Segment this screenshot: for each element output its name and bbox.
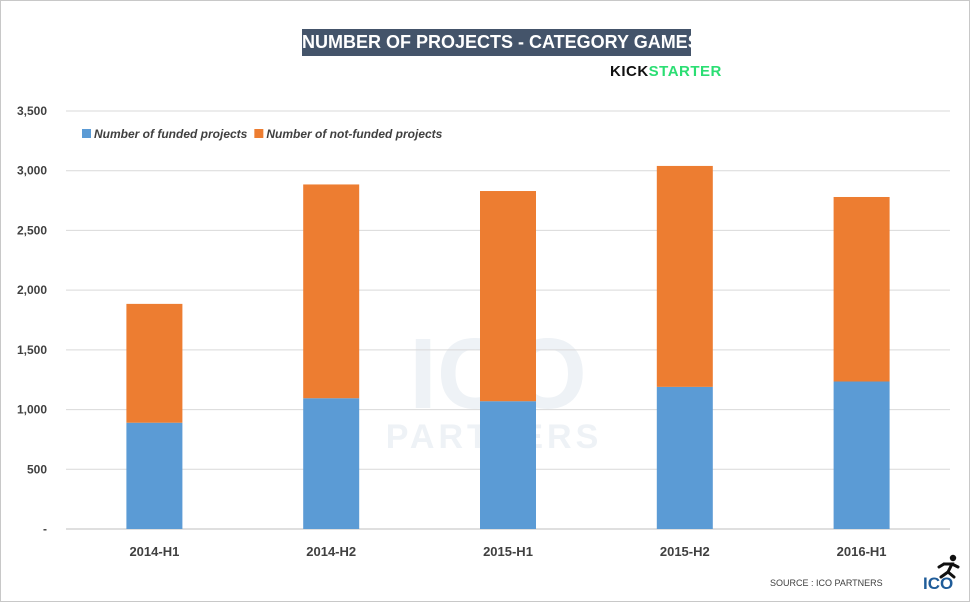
chart-title: NUMBER OF PROJECTS - CATEGORY GAMES xyxy=(302,29,700,56)
y-tick-label: 1,500 xyxy=(17,343,47,357)
y-axis: - 500 1,000 1,500 2,000 2,500 3,000 3,500 xyxy=(17,104,47,536)
y-tick-label: 1,000 xyxy=(17,403,47,417)
x-tick-label: 2015-H2 xyxy=(660,544,710,559)
bar-funded-2014-H2 xyxy=(303,398,360,529)
y-tick-label: 2,500 xyxy=(17,223,47,237)
legend: Number of funded projects Number of not-f… xyxy=(82,127,443,141)
bar-funded-2016-H1 xyxy=(833,381,890,529)
ico-logo-text: ICO xyxy=(923,574,954,593)
y-tick-label: 2,000 xyxy=(17,283,47,297)
bar-funded-2014-H1 xyxy=(126,422,183,529)
bar-not-funded-2015-H2 xyxy=(656,165,713,387)
bar-not-funded-2016-H1 xyxy=(833,196,890,382)
source-note: SOURCE : ICO PARTNERS xyxy=(770,578,883,588)
y-tick-label: 3,500 xyxy=(17,104,47,118)
y-tick-label: 500 xyxy=(27,462,47,476)
legend-label: Number of funded projects xyxy=(94,127,248,141)
kickstarter-logo: KICKSTARTER xyxy=(610,63,722,80)
ico-runner-icon xyxy=(937,554,960,579)
y-tick-label: - xyxy=(43,522,47,536)
x-axis: 2014-H1 2014-H2 2015-H1 2015-H2 2016-H1 xyxy=(129,544,886,559)
x-tick-label: 2014-H1 xyxy=(129,544,179,559)
bar-funded-2015-H2 xyxy=(656,386,713,529)
bar-funded-2015-H1 xyxy=(480,401,536,529)
bars xyxy=(126,165,890,529)
bar-not-funded-2014-H1 xyxy=(126,303,183,423)
x-tick-label: 2016-H1 xyxy=(837,544,887,559)
x-tick-label: 2015-H1 xyxy=(483,544,533,559)
y-tick-label: 3,000 xyxy=(17,164,47,178)
legend-swatch xyxy=(254,129,264,138)
x-tick-label: 2014-H2 xyxy=(306,544,356,559)
brand-part2: STARTER xyxy=(648,63,722,80)
legend-label: Number of not-funded projects xyxy=(266,127,442,141)
bar-not-funded-2014-H2 xyxy=(303,184,360,399)
bar-not-funded-2015-H1 xyxy=(480,191,536,402)
brand-part1: KICK xyxy=(610,63,649,80)
legend-swatch xyxy=(82,129,91,138)
